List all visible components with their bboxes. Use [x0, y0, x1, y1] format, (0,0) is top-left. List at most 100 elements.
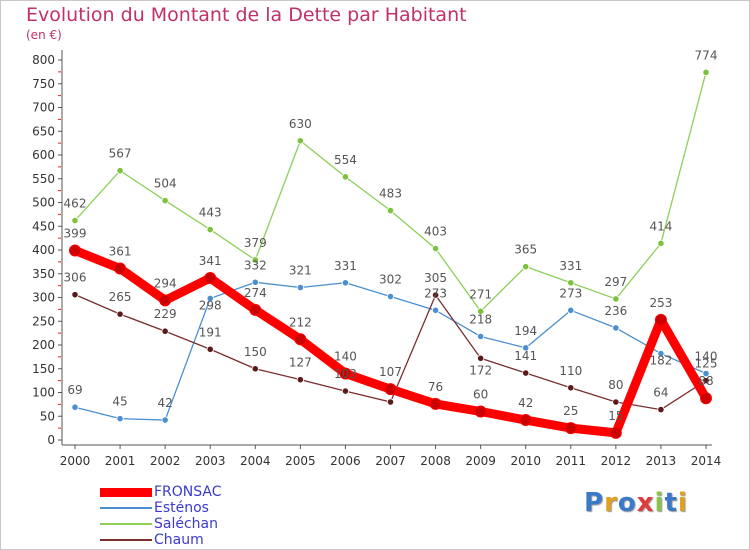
data-label: 399	[64, 226, 87, 240]
x-tick-label: 2014	[691, 454, 722, 468]
data-label: 271	[469, 287, 492, 301]
data-point	[657, 405, 665, 414]
data-point	[431, 306, 440, 314]
data-point	[522, 344, 530, 352]
data-point	[114, 262, 127, 275]
data-label: 191	[199, 325, 222, 339]
data-label: 194	[514, 324, 537, 338]
data-point	[71, 291, 79, 299]
chart-title: Evolution du Montant de la Dette par Hab…	[26, 4, 467, 26]
data-point	[341, 173, 350, 181]
x-tick-label: 2011	[556, 454, 587, 468]
data-label: 150	[244, 345, 267, 359]
data-point	[71, 403, 79, 411]
data-label: 25	[563, 404, 578, 418]
data-label: 298	[199, 298, 222, 312]
data-label: 554	[334, 153, 357, 167]
data-label: 273	[559, 286, 582, 300]
x-tick-label: 2007	[375, 454, 406, 468]
x-tick-label: 2001	[105, 454, 136, 468]
x-tick-label: 2000	[60, 454, 91, 468]
data-label: 306	[64, 271, 87, 285]
data-label: 302	[379, 273, 402, 287]
y-tick-label: 300	[32, 291, 55, 305]
data-point	[294, 333, 307, 346]
legend-swatch	[100, 523, 152, 525]
data-label: 172	[469, 363, 492, 377]
y-tick-label: 350	[32, 267, 55, 281]
data-label: 253	[649, 296, 672, 310]
data-point	[477, 307, 485, 315]
data-point	[700, 392, 712, 405]
data-point	[702, 68, 710, 76]
legend-label: Saléchan	[154, 516, 218, 532]
data-point	[431, 291, 440, 299]
data-label: 361	[109, 245, 132, 259]
data-label: 305	[424, 271, 447, 285]
legend-label: Esténos	[154, 500, 209, 516]
legend-item-salechan: Saléchan	[100, 516, 280, 532]
legend-item-fronsac: FRONSAC	[100, 484, 280, 500]
y-tick-label: 550	[32, 172, 55, 186]
data-point	[251, 278, 259, 286]
data-point	[249, 303, 262, 316]
data-label: 341	[199, 254, 222, 268]
data-point	[384, 383, 397, 396]
data-point	[429, 397, 442, 410]
x-tick-label: 2008	[420, 454, 451, 468]
y-tick-label: 400	[32, 243, 55, 257]
data-label: 274	[244, 286, 267, 300]
data-point	[519, 414, 532, 427]
data-label: 567	[109, 147, 132, 161]
data-label: 379	[244, 236, 267, 250]
data-label: 141	[514, 349, 537, 363]
y-tick-label: 500	[32, 196, 55, 210]
chart-unit: (en €)	[26, 28, 62, 42]
y-tick-label: 250	[32, 314, 55, 328]
data-point	[204, 272, 217, 285]
data-label: 236	[604, 304, 627, 318]
logo-letter: P	[584, 488, 605, 518]
data-point	[69, 244, 81, 257]
data-point	[296, 283, 304, 292]
y-tick-label: 650	[32, 124, 55, 138]
data-point	[341, 387, 350, 395]
logo-letter: x	[636, 488, 655, 518]
data-label: 127	[289, 356, 312, 370]
legend-label: FRONSAC	[154, 484, 222, 500]
data-label: 273	[424, 286, 447, 300]
data-point	[474, 405, 487, 418]
data-point	[477, 332, 485, 341]
data-point	[612, 324, 620, 332]
data-point	[612, 398, 620, 406]
data-label: 42	[518, 396, 533, 410]
legend-item-chaum: Chaum	[100, 532, 280, 548]
x-tick-label: 2012	[601, 454, 632, 468]
data-label: 462	[64, 197, 87, 211]
data-point	[159, 294, 172, 307]
data-label: 103	[334, 367, 357, 381]
data-label: 331	[334, 259, 357, 273]
data-point	[657, 349, 665, 358]
y-tick-label: 50	[40, 409, 55, 423]
data-label: 403	[424, 225, 447, 239]
data-point	[612, 295, 620, 303]
data-point	[116, 310, 124, 318]
data-point	[161, 197, 169, 205]
data-label: 332	[244, 258, 267, 272]
legend-item-estenos: Esténos	[100, 500, 280, 516]
legend-label: Chaum	[154, 532, 204, 548]
data-point	[564, 422, 577, 435]
y-tick-label: 600	[32, 148, 55, 162]
x-tick-label: 2010	[510, 454, 541, 468]
data-label: 140	[695, 350, 718, 364]
legend-swatch	[100, 507, 152, 509]
data-point	[251, 365, 259, 373]
data-label: 140	[334, 350, 357, 364]
data-label: 107	[379, 365, 402, 379]
data-point	[386, 206, 395, 215]
y-tick-label: 200	[32, 338, 55, 352]
data-point	[567, 279, 575, 287]
data-point	[609, 426, 622, 439]
